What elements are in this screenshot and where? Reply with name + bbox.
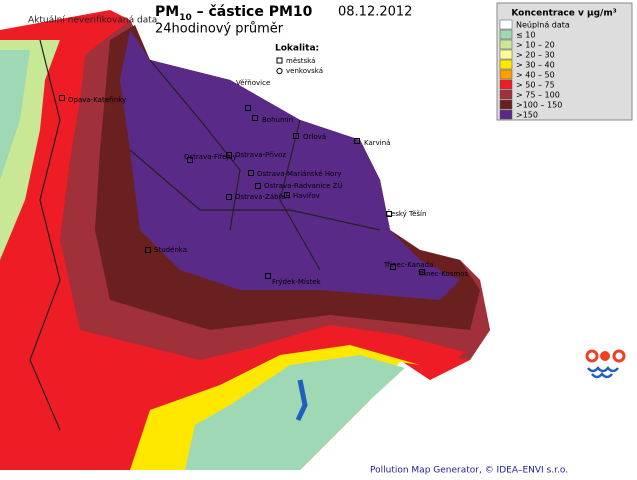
legend-label: >150 [516, 111, 538, 120]
station-marker [390, 264, 396, 270]
station-label: Frýdek-Místek [272, 278, 322, 286]
reservoir [295, 379, 308, 422]
zone-lightgreen-west [0, 50, 30, 180]
station-label: Český Těšín [386, 209, 426, 218]
station-marker [354, 138, 360, 144]
station-label: Havířov [293, 192, 320, 200]
station-marker [386, 211, 392, 217]
station-marker [293, 133, 299, 139]
logo [585, 349, 626, 379]
station-label: Ostrava-Mariánské Hory [257, 170, 341, 178]
legend-label: >100 – 150 [516, 101, 562, 110]
station-marker [226, 152, 232, 158]
urban-icon [276, 57, 283, 64]
legend-title: Koncentrace v µg/m³ [511, 9, 616, 19]
legend-label: ≤ 10 [516, 31, 535, 40]
station-label: Věřňovice [236, 79, 270, 87]
legend-label: > 75 – 100 [516, 91, 560, 100]
station-marker [187, 157, 193, 163]
legend-swatch [499, 69, 513, 80]
station-label: Třinec-Kanada [383, 261, 433, 269]
logo-circle [612, 349, 626, 363]
station-label: Třinec-Kosmos [417, 270, 468, 278]
station-label: Ostrava-Zábřeh [235, 193, 290, 201]
logo-circle [585, 349, 599, 363]
station-marker [145, 247, 151, 253]
station-marker [252, 115, 258, 121]
station-label: Karviná [364, 139, 390, 147]
borders [29, 39, 381, 431]
legend-swatch [499, 19, 513, 30]
logo-waves [587, 366, 619, 379]
legend-swatch [499, 39, 513, 50]
station-label: Ostrava-Fifejdy [184, 153, 237, 161]
locality-item: městská [286, 57, 315, 65]
legend-swatch [499, 79, 513, 90]
legend-swatch [499, 109, 513, 120]
footer: Pollution Map Generator, © IDEA–ENVI s.r… [370, 466, 568, 476]
rural-icon [276, 67, 283, 75]
legend-label: > 30 – 40 [516, 61, 555, 70]
legend-swatch [499, 49, 513, 60]
station-marker [59, 95, 65, 101]
zone-purple [120, 30, 460, 300]
legend-swatch [499, 29, 513, 40]
legend-label: > 10 – 20 [516, 41, 555, 50]
date: 08.12.2012 [338, 5, 412, 20]
station-label: Bohumín [262, 116, 293, 124]
legend-swatch [499, 99, 513, 110]
stations: Opava-Kateřinky Věřňovice Bohumín Orlová Kar… [59, 79, 468, 286]
station-marker [226, 194, 232, 200]
station-label: Opava-Kateřinky [68, 96, 126, 104]
station-marker [255, 183, 261, 189]
station-label: Orlová [303, 133, 326, 141]
subtitle: 24hodinový průměr [155, 22, 284, 37]
station-marker [248, 170, 254, 176]
title: PM10 – částice PM10 [155, 4, 313, 23]
station-label: Ostrava-Přívoz [235, 151, 286, 159]
station-marker [419, 269, 425, 275]
locality-item: venkovská [286, 67, 323, 75]
station-marker [265, 273, 271, 279]
legend-label: > 20 – 30 [516, 51, 555, 60]
locality: Lokalita: městská venkovská [275, 44, 323, 76]
station-marker [245, 105, 251, 111]
station-label: Ostrava-Radvanice ZÚ [264, 181, 343, 190]
zone-green-south [185, 355, 405, 470]
logo-circle [600, 351, 610, 361]
locality-title: Lokalita: [275, 44, 319, 54]
station-marker [284, 192, 290, 198]
legend-label: Neúplná data [516, 21, 570, 30]
legend: Koncentrace v µg/m³ Neúplná data≤ 10> 10… [496, 2, 633, 121]
legend-swatch [499, 59, 513, 70]
map [0, 10, 490, 470]
legend-box [496, 2, 633, 121]
station-label: Studénka [154, 246, 187, 254]
legend-swatch [499, 89, 513, 100]
note: Aktuální neverifikovaná data [28, 16, 157, 26]
legend-label: > 40 – 50 [516, 71, 555, 80]
legend-label: > 50 – 75 [516, 81, 555, 90]
